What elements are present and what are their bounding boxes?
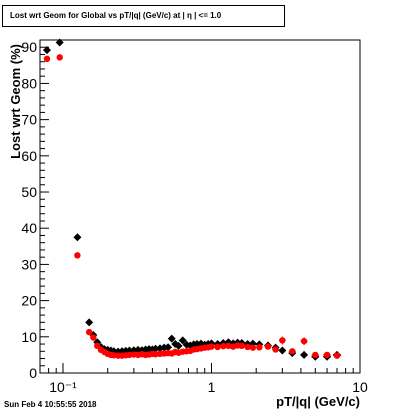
y-tick-label: 40 (21, 220, 37, 236)
y-tick-label: 60 (21, 148, 37, 164)
chart-title: Lost wrt Geom for Global vs pT/|q| (GeV/… (10, 11, 222, 20)
data-point (42, 46, 51, 55)
data-point (90, 334, 97, 341)
x-ticks-layer: 10⁻¹ 1 10 (39, 363, 368, 395)
data-point (174, 341, 183, 350)
data-point (151, 344, 160, 353)
data-point (85, 318, 94, 327)
y-tick-label: 50 (21, 184, 37, 200)
x-tick-label: 10 (352, 379, 368, 395)
title-box: Lost wrt Geom for Global vs pT/|q| (GeV/… (2, 5, 285, 27)
data-point (312, 351, 319, 359)
data-point (300, 337, 308, 345)
points-layer (42, 38, 342, 361)
data-point (164, 343, 173, 352)
y-tick-label: 30 (21, 256, 37, 272)
data-point (167, 334, 176, 343)
data-point (178, 336, 187, 345)
data-point (272, 346, 279, 353)
data-point (264, 343, 272, 350)
y-tick-label: 0 (29, 365, 37, 381)
y-tick-label: 80 (21, 75, 37, 91)
data-point (214, 343, 221, 351)
data-point (289, 348, 296, 355)
y-tick-label: 10 (21, 329, 37, 345)
data-point (279, 337, 286, 344)
y-tick-label: 90 (21, 39, 37, 55)
data-point (208, 343, 215, 350)
data-point (74, 252, 81, 259)
series-0 (42, 38, 342, 361)
series-1 (43, 54, 342, 359)
data-point (73, 233, 82, 242)
data-point (323, 351, 331, 359)
data-point (333, 352, 341, 359)
datestamp: Sun Feb 4 10:55:55 2018 (4, 400, 97, 409)
data-point (256, 344, 263, 351)
data-point (300, 350, 309, 359)
data-point (220, 343, 227, 350)
data-point (278, 346, 287, 355)
data-point (85, 328, 93, 336)
x-tick-label: 10⁻¹ (49, 379, 77, 395)
x-tick-label: 1 (208, 379, 216, 395)
y-tick-label: 20 (21, 293, 37, 309)
y-axis-label: Lost wrt Geom (%) (8, 44, 23, 159)
data-point (225, 342, 232, 350)
x-axis-label: pT/|q| (GeV/c) (276, 394, 360, 409)
data-point (43, 55, 51, 63)
data-point (56, 54, 63, 61)
data-point (238, 342, 246, 350)
y-tick-label: 70 (21, 112, 37, 128)
data-point (249, 344, 257, 351)
data-point (244, 343, 251, 351)
data-point (55, 38, 64, 47)
y-ticks-layer: 0 10 20 30 40 50 60 70 80 90 (21, 39, 49, 381)
